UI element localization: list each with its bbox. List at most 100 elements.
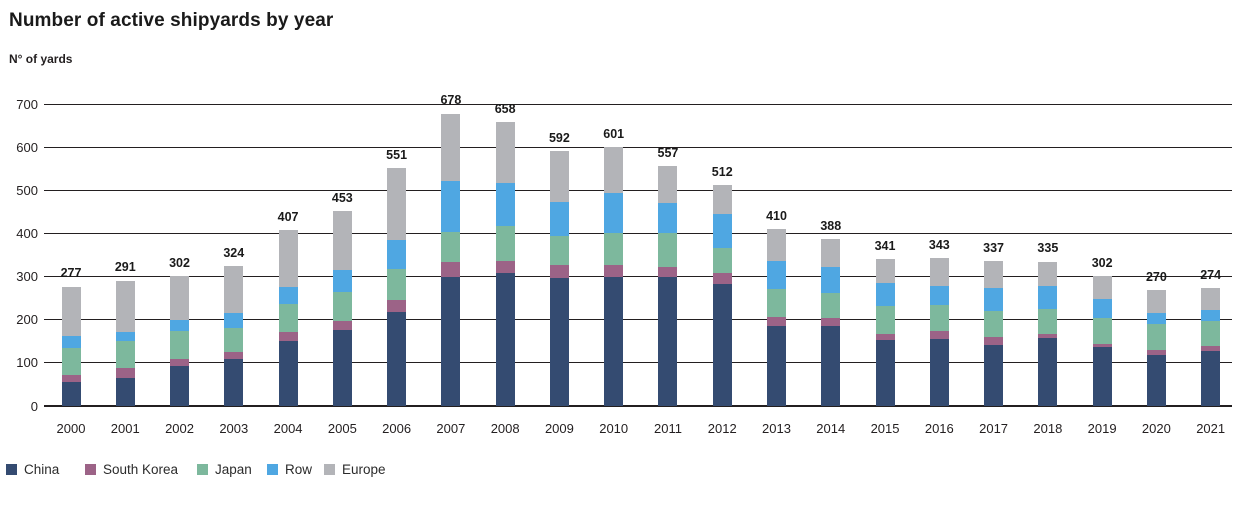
gridline-700 [44,103,1232,105]
bar-total-label-2008: 658 [494,102,516,117]
x-axis-label-2012: 2012 [707,421,737,436]
y-axis-label-600: 600 [16,139,38,155]
gridline-400 [44,232,1232,234]
bar-segment-row-2008 [495,182,515,227]
bar-total-label-2021: 274 [1200,267,1222,282]
bar-segment-europe-2014 [821,238,841,268]
bar-segment-japan-2011 [658,233,678,267]
bar-segment-japan-2007 [441,232,461,263]
bar-segment-row-2021 [1201,309,1221,322]
legend-label-japan: Japan [215,461,252,477]
bar-segment-row-2011 [658,202,678,234]
bar-segment-china-2013 [767,326,786,406]
bar-segment-china-2008 [495,272,515,406]
gridline-0 [44,405,1232,407]
legend-label-china: China [24,461,60,477]
bar-total-label-2011: 557 [657,145,679,160]
bar-segment-china-2020 [1146,354,1166,406]
bar-segment-china-2005 [332,330,352,406]
bar-segment-china-2010 [604,277,624,406]
bar-segment-europe-2009 [549,150,569,202]
gridline-300 [44,276,1232,278]
bar-column-2014 [821,238,841,406]
bar-segment-south-korea-2012 [712,272,732,284]
bar-segment-japan-2009 [549,236,569,266]
y-axis-title: N° of yards [9,52,73,66]
x-axis-label-2007: 2007 [436,421,466,436]
bar-segment-china-2007 [441,276,461,406]
bar-segment-japan-2006 [387,269,407,301]
legend-item-south-korea: South Korea [85,458,178,480]
bar-segment-europe-2021 [1201,287,1221,310]
bar-segment-south-korea-2001 [115,368,135,378]
bar-segment-japan-2008 [495,226,515,261]
bar-segment-japan-2000 [61,348,81,375]
bar-column-2015 [875,258,895,406]
bar-segment-south-korea-2014 [821,318,841,326]
bar-column-2018 [1038,261,1058,406]
bar-column-2008 [495,122,515,406]
x-axis-label-2021: 2021 [1196,421,1226,436]
bar-total-label-2014: 388 [820,218,842,233]
x-axis-label-2002: 2002 [165,421,194,436]
bar-segment-row-2012 [712,214,732,248]
bar-total-label-2002: 302 [169,255,190,270]
bar-segment-japan-2021 [1201,321,1221,346]
bar-total-label-2013: 410 [766,209,787,224]
bar-segment-europe-2017 [984,260,1004,289]
bar-total-label-2003: 324 [223,246,245,261]
bar-segment-row-2014 [821,267,841,293]
bar-column-2003 [224,266,244,406]
bar-column-2016 [929,258,949,406]
x-axis-label-2020: 2020 [1141,421,1171,436]
bar-segment-china-2002 [170,366,190,406]
legend-item-row: Row [267,458,312,480]
bar-segment-europe-2011 [658,165,678,203]
bar-segment-japan-2001 [115,341,135,369]
bar-segment-japan-2010 [604,233,624,265]
bar-segment-japan-2013 [767,288,786,318]
bar-segment-china-2001 [115,377,135,406]
bar-segment-south-korea-2021 [1201,345,1221,352]
bar-total-label-2005: 453 [331,190,353,205]
bar-segment-china-2006 [387,311,407,406]
bar-segment-south-korea-2019 [1092,343,1112,348]
bar-column-2005 [332,210,352,406]
gridline-100 [44,362,1232,364]
bar-column-2013 [767,229,786,406]
bar-total-label-2007: 678 [440,93,462,108]
x-axis-label-2019: 2019 [1087,421,1117,436]
bar-segment-south-korea-2016 [929,330,949,339]
legend-item-china: China [6,458,59,480]
legend-label-europe: Europe [342,461,386,477]
bar-segment-row-2005 [332,270,352,293]
bar-segment-china-2016 [929,338,949,406]
bar-segment-south-korea-2010 [604,264,624,278]
bar-total-label-2019: 302 [1091,255,1113,270]
bar-segment-europe-2007 [441,113,461,182]
legend-item-japan: Japan [197,458,252,480]
x-axis-label-2000: 2000 [56,421,86,436]
bar-column-2020 [1146,289,1166,406]
bar-segment-china-2017 [984,344,1004,406]
bar-segment-row-2006 [387,239,407,270]
bar-segment-south-korea-2004 [278,332,298,342]
x-axis-label-2014: 2014 [816,421,846,436]
x-axis-label-2008: 2008 [490,421,520,436]
bar-segment-row-2013 [767,260,786,289]
y-axis-label-200: 200 [16,312,38,328]
bar-segment-south-korea-2006 [387,300,407,312]
y-axis-label-400: 400 [16,225,38,241]
bar-segment-europe-2018 [1038,261,1058,286]
legend-item-europe: Europe [324,458,386,480]
bar-segment-south-korea-2015 [875,333,895,341]
bar-segment-europe-2001 [115,280,135,332]
x-axis-label-2013: 2013 [762,421,791,436]
bar-segment-row-2010 [604,192,624,234]
y-axis-label-300: 300 [16,269,38,285]
bar-segment-japan-2002 [170,331,190,360]
bar-total-label-2006: 551 [386,148,408,163]
bar-segment-south-korea-2009 [549,265,569,279]
x-axis-label-2004: 2004 [273,421,303,436]
bar-total-label-2012: 512 [711,165,733,180]
